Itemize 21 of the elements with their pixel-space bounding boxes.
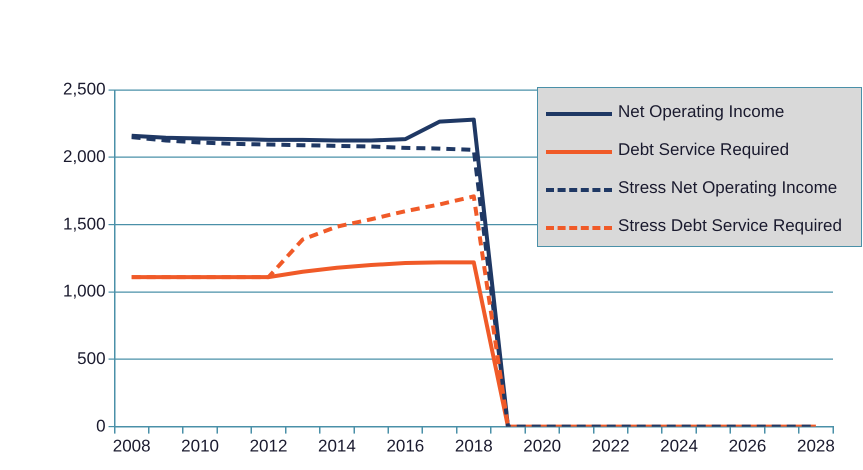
legend-label: Net Operating Income	[618, 102, 784, 122]
legend-label: Stress Net Operating Income	[618, 178, 838, 198]
legend-label: Debt Service Required	[618, 140, 790, 160]
x-tick-label: 2018	[454, 436, 493, 456]
x-tick-label: 2016	[386, 436, 424, 456]
y-tick-label: 0	[96, 416, 106, 436]
y-tick-label: 1,500	[62, 214, 106, 234]
x-tick-label: 2008	[112, 436, 151, 456]
x-tick-label: 2028	[796, 436, 835, 456]
x-tick-label: 2014	[318, 436, 356, 456]
x-tick-label: 2010	[181, 436, 219, 456]
x-tick-label: 2024	[660, 436, 698, 456]
x-tick-label: 2020	[523, 436, 562, 456]
x-tick-label: 2012	[250, 436, 288, 456]
y-tick-label: 2,500	[62, 80, 106, 99]
y-tick-label: 1,000	[62, 282, 106, 301]
x-tick-label: 2022	[592, 436, 630, 456]
y-tick-label: 2,000	[62, 147, 106, 166]
legend-label: Stress Debt Service Required	[618, 216, 842, 236]
y-tick-label: 500	[77, 348, 106, 368]
x-tick-label: 2026	[728, 436, 766, 456]
